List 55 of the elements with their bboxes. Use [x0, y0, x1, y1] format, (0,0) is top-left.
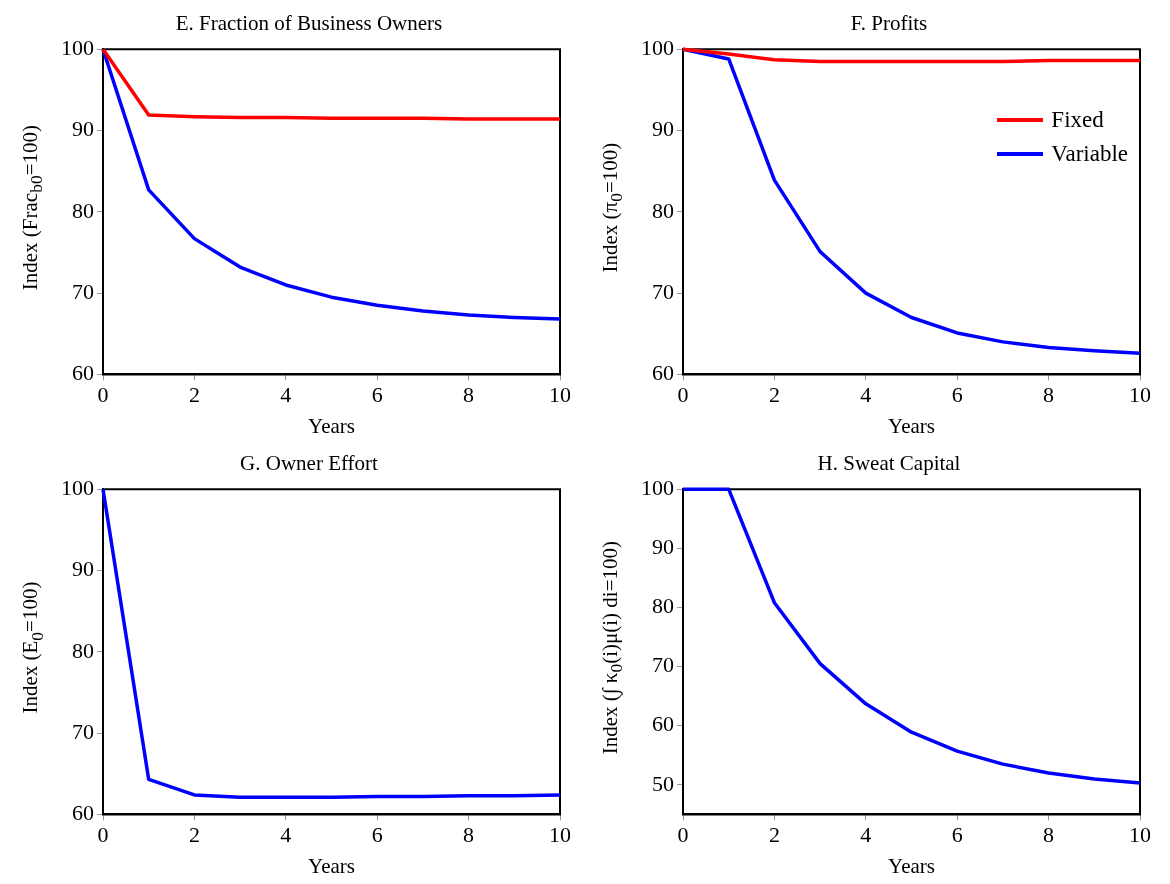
chart-title: F. Profits	[850, 11, 928, 36]
y-tick-label: 70	[652, 278, 674, 304]
y-tick-label: 50	[652, 770, 674, 796]
y-tick-label: 90	[652, 116, 674, 142]
x-axis-title: Years	[888, 853, 935, 878]
x-tick-label: 8	[463, 822, 475, 848]
x-tick-label: 6	[951, 382, 963, 408]
y-tick-label: 60	[72, 360, 94, 386]
chart-title: E. Fraction of Business Owners	[175, 11, 443, 36]
x-tick-label: 10	[549, 382, 571, 408]
x-tick-label: 4	[280, 822, 292, 848]
x-tick-label: 0	[97, 822, 109, 848]
x-tick-label: 8	[1043, 382, 1055, 408]
y-tick-label: 60	[72, 800, 94, 826]
y-tick-label: 80	[652, 593, 674, 619]
x-tick-label: 10	[1129, 822, 1151, 848]
x-tick-label: 2	[768, 822, 780, 848]
chart-title: H. Sweat Capital	[817, 451, 961, 476]
x-tick-label: 6	[951, 822, 963, 848]
x-tick-label: 6	[371, 382, 383, 408]
y-tick-label: 100	[61, 474, 94, 500]
x-tick-label: 2	[188, 822, 200, 848]
y-tick-label: 70	[72, 718, 94, 744]
x-tick-label: 8	[463, 382, 475, 408]
y-tick-label: 70	[652, 652, 674, 678]
x-axis-title: Years	[308, 413, 355, 438]
y-tick-label: 90	[72, 556, 94, 582]
y-tick-label: 60	[652, 711, 674, 737]
x-tick-label: 0	[97, 382, 109, 408]
x-tick-label: 4	[860, 822, 872, 848]
y-tick-label: 80	[652, 197, 674, 223]
x-tick-label: 0	[677, 822, 689, 848]
x-tick-label: 10	[549, 822, 571, 848]
x-tick-label: 10	[1129, 382, 1151, 408]
legend-label: Fixed	[1051, 107, 1104, 133]
y-tick-label: 100	[641, 34, 674, 60]
x-tick-label: 0	[677, 382, 689, 408]
legend-label: Variable	[1051, 141, 1128, 167]
x-tick-label: 4	[280, 382, 292, 408]
x-tick-label: 8	[1043, 822, 1055, 848]
chart-title: G. Owner Effort	[240, 451, 379, 476]
y-tick-label: 60	[652, 360, 674, 386]
y-tick-label: 70	[72, 278, 94, 304]
x-tick-label: 4	[860, 382, 872, 408]
x-tick-label: 2	[188, 382, 200, 408]
y-tick-label: 80	[72, 637, 94, 663]
x-axis-title: Years	[888, 413, 935, 438]
y-tick-label: 90	[72, 116, 94, 142]
y-tick-label: 80	[72, 197, 94, 223]
x-tick-label: 2	[768, 382, 780, 408]
y-tick-label: 100	[61, 34, 94, 60]
x-axis-title: Years	[308, 853, 355, 878]
y-tick-label: 90	[652, 534, 674, 560]
y-tick-label: 100	[641, 474, 674, 500]
x-tick-label: 6	[371, 822, 383, 848]
